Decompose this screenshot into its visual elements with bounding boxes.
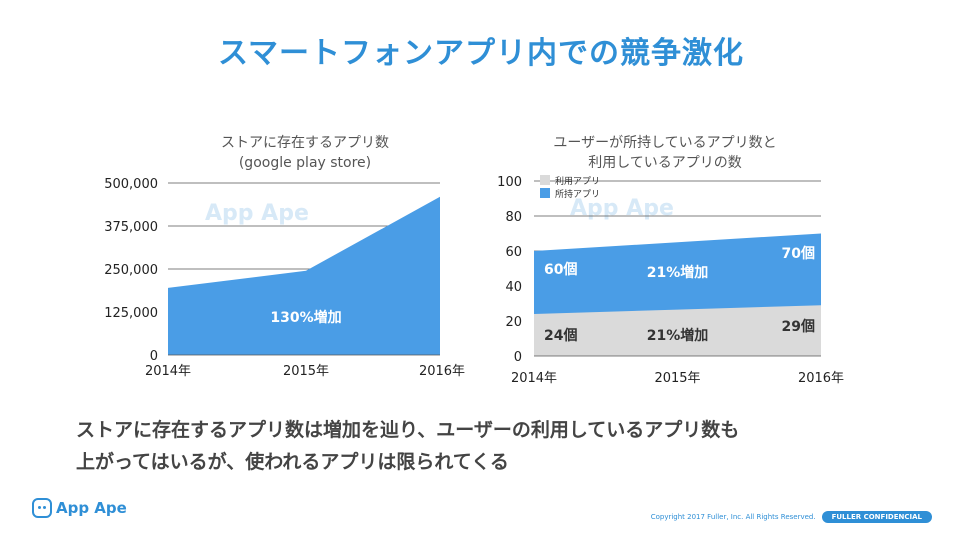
body-text-line2: 上がってはいるが、使われるアプリは限られてくる	[76, 451, 509, 473]
copyright-text: Copyright 2017 Fuller, Inc. All Rights R…	[650, 513, 816, 521]
right-chart-title-line2: 利用しているアプリの数	[588, 155, 742, 171]
left-x-tick-label: 2015年	[283, 364, 329, 379]
left-y-tick-label: 0	[150, 349, 158, 364]
left-chart-title: ストアに存在するアプリ数 (google play store)	[170, 133, 440, 173]
footer: Copyright 2017 Fuller, Inc. All Rights R…	[651, 511, 932, 523]
left-x-tick-label: 2014年	[145, 364, 191, 379]
confidential-badge: FULLER CONFIDENCIAL	[821, 511, 932, 523]
robot-logo-icon	[32, 498, 52, 518]
app-ape-logo: App Ape	[32, 498, 127, 518]
left-chart-watermark: App Ape	[205, 201, 309, 226]
left-x-tick-label: 2016年	[419, 364, 465, 379]
right-chart-title: ユーザーが所持しているアプリ数と 利用しているアプリの数	[510, 133, 820, 173]
left-series-area	[168, 196, 440, 355]
body-text-line1: ストアに存在するアプリ数は増加を辿り、ユーザーの利用しているアプリ数も	[76, 419, 740, 441]
left-y-tick-label: 375,000	[104, 220, 158, 235]
right-chart-title-line1: ユーザーが所持しているアプリ数と	[553, 135, 777, 151]
left-chart-title-line1: ストアに存在するアプリ数	[221, 135, 389, 151]
left-y-tick-label: 125,000	[104, 306, 158, 321]
logo-text: App Ape	[56, 499, 127, 517]
left-y-tick-label: 500,000	[104, 177, 158, 192]
left-chart-subtitle: (google play store)	[238, 155, 372, 171]
left-annotation-label: 130%増加	[270, 309, 341, 326]
body-text: ストアに存在するアプリ数は増加を辿り、ユーザーの利用しているアプリ数も 上がって…	[76, 414, 906, 478]
left-y-tick-label: 250,000	[104, 263, 158, 278]
slide-title: スマートフォンアプリ内での競争激化	[217, 36, 745, 71]
